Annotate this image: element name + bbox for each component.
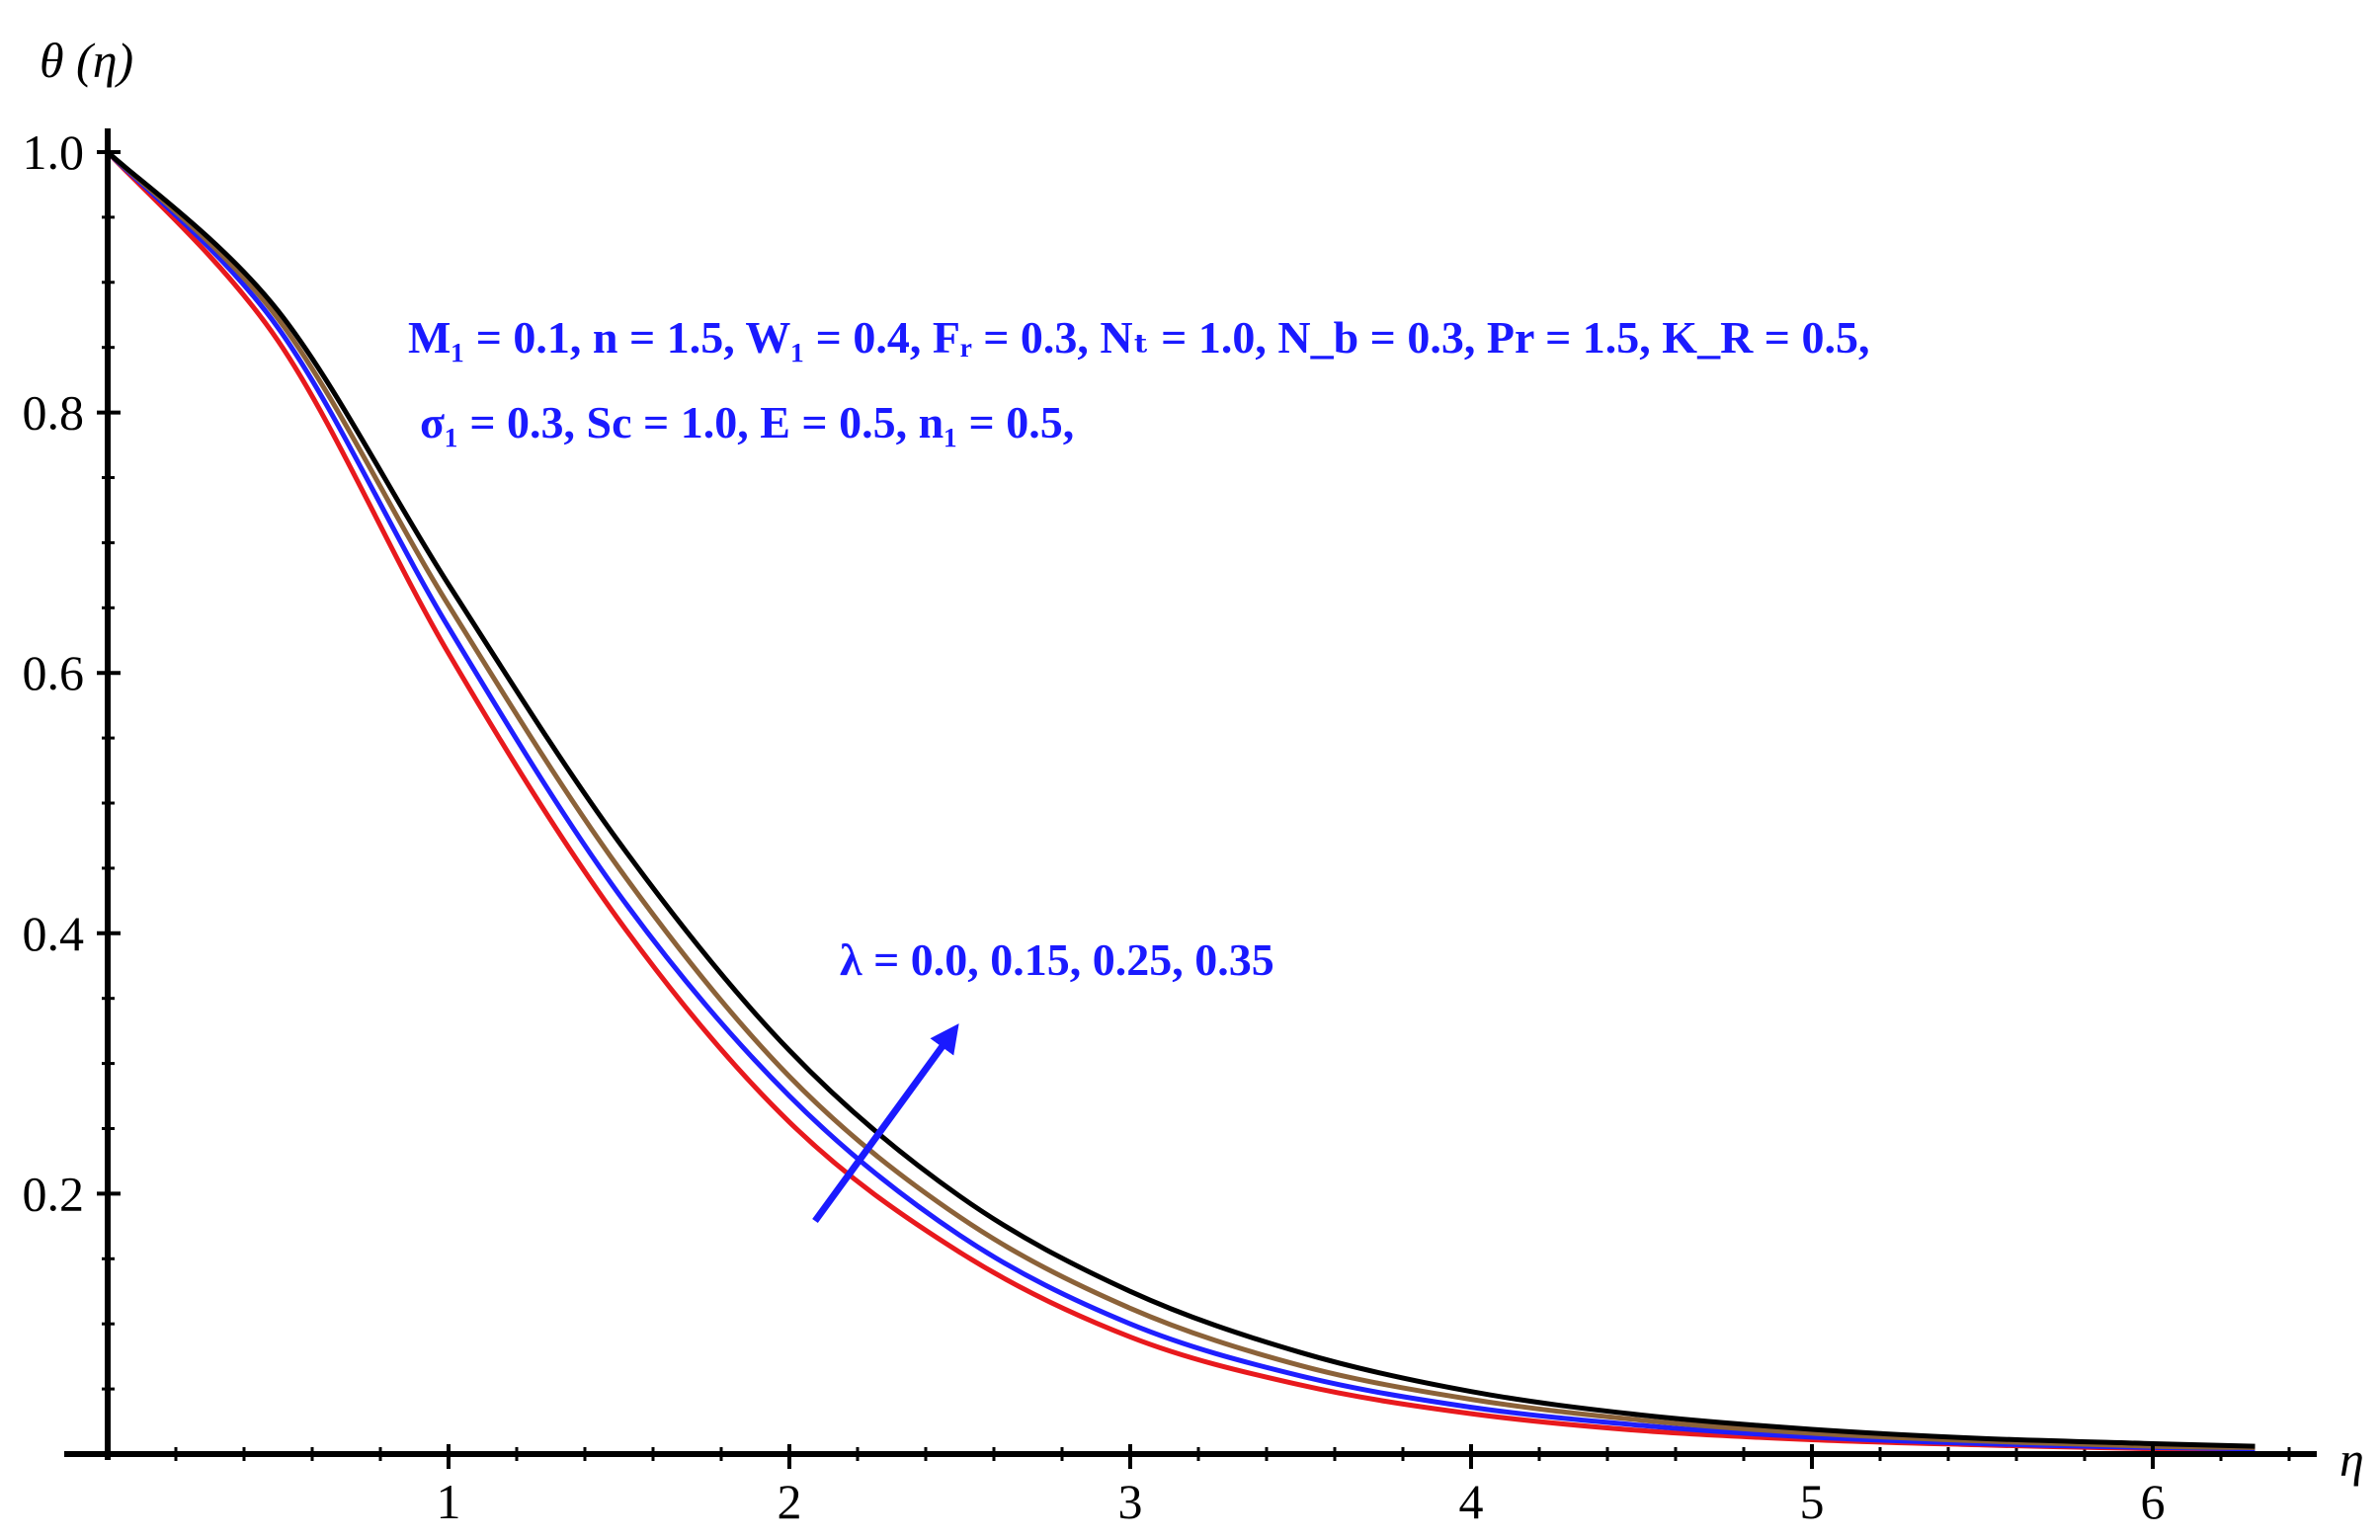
x-axis-title: η: [2339, 1431, 2364, 1487]
trend-arrow: [812, 1023, 959, 1224]
y-axis-title: θ (η): [40, 33, 133, 88]
y-ticks: 0.2 0.4 0.6 0.8 1.0: [23, 124, 121, 1221]
x-tick-label: 3: [1118, 1474, 1143, 1529]
series-line-4: [106, 150, 2256, 1449]
curves: [106, 150, 2256, 1453]
y-tick-label: 0.8: [23, 385, 85, 441]
x-tick-label: 6: [2141, 1474, 2166, 1529]
params-annotation-line-2: σ₁ = 0.3, Sc = 1.0, E = 0.5, n₁ = 0.5,: [420, 397, 1074, 447]
x-tick-label: 4: [1459, 1474, 1484, 1529]
y-tick-label: 0.6: [23, 645, 85, 700]
y-tick-label: 0.2: [23, 1166, 85, 1221]
series-line-3: [106, 150, 2256, 1450]
x-ticks: 1 2 3 4 5 6: [437, 1444, 2166, 1529]
lambda-annotation: λ = 0.0, 0.15, 0.25, 0.35: [840, 934, 1274, 985]
x-tick-label: 2: [778, 1474, 802, 1529]
x-tick-label: 1: [437, 1474, 461, 1529]
y-tick-label: 1.0: [23, 124, 85, 180]
x-tick-label: 5: [1800, 1474, 1825, 1529]
params-annotation-line-1: M₁ = 0.1, n = 1.5, W₁ = 0.4, Fᵣ = 0.3, N…: [408, 312, 1870, 363]
series-line-2: [106, 150, 2256, 1452]
y-tick-label: 0.4: [23, 906, 85, 961]
